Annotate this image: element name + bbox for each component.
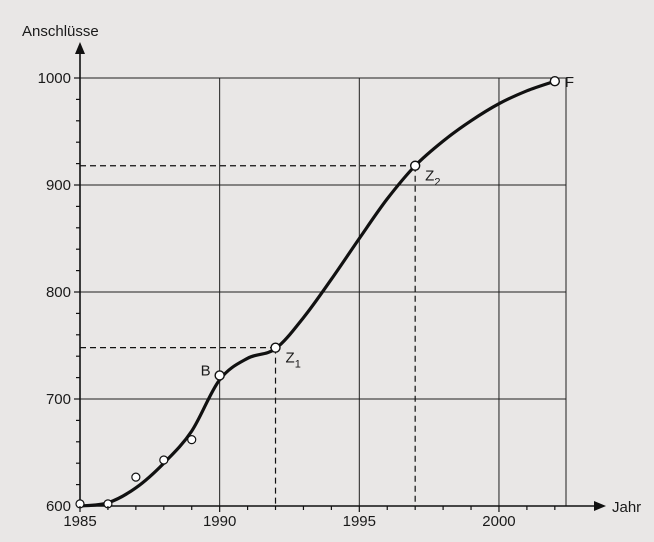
- data-point-1987: [131, 472, 141, 482]
- point-label-z1: Z1: [286, 350, 301, 371]
- point-label-z2: Z2: [425, 168, 440, 189]
- grid: [80, 77, 567, 506]
- x-tick-label-1985: 1985: [63, 513, 96, 530]
- y-tick-label-900: 900: [46, 177, 71, 194]
- y-axis-arrow: [75, 42, 85, 54]
- guide-lines: [80, 165, 416, 506]
- x-tick-label-2000: 2000: [482, 513, 515, 530]
- curve-layer: [79, 79, 556, 508]
- x-tick-label-1995: 1995: [343, 513, 376, 530]
- x-axis-title: Jahr: [612, 499, 641, 516]
- x-tick-label-1990: 1990: [203, 513, 236, 530]
- series-line: [79, 79, 556, 508]
- y-tick-label-700: 700: [46, 391, 71, 408]
- y-tick-label-600: 600: [46, 498, 71, 515]
- labeled-point-marker-2: [409, 160, 421, 171]
- axes: [75, 42, 606, 511]
- tick-labels: 600 700 800 900 1000 1985 1990 1995 2000: [38, 70, 556, 530]
- point-label-b: B: [201, 362, 211, 379]
- data-point-1989: [187, 435, 197, 445]
- labeled-point-marker-0: [214, 370, 225, 381]
- y-tick-label-800: 800: [46, 284, 71, 301]
- point-label-f: F: [565, 74, 574, 91]
- data-point-1988: [159, 455, 169, 465]
- labeled-point-marker-1: [270, 342, 281, 353]
- measurement-markers: B Z1 Z2 F: [75, 74, 574, 509]
- y-axis-title: Anschlüsse: [22, 23, 99, 40]
- labeled-point-marker-3: [549, 76, 561, 87]
- y-tick-label-1000: 1000: [38, 70, 71, 87]
- x-axis-arrow: [594, 501, 606, 511]
